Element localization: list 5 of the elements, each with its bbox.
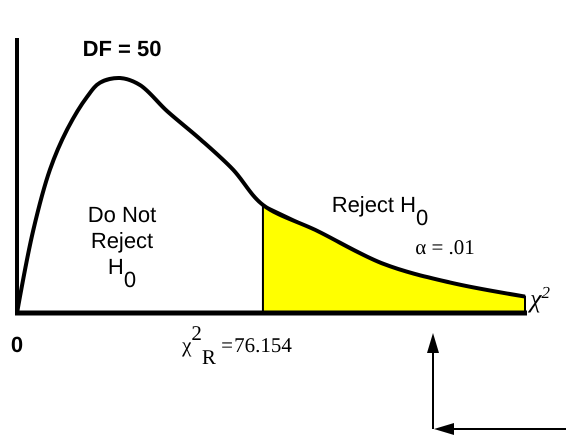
x-tick-label: 0 <box>10 332 24 357</box>
x-tick-label: 76.154 <box>234 333 292 357</box>
chart-title: DF = 50 <box>82 36 162 61</box>
annotation: α = .01 <box>415 235 475 259</box>
x-axis-title: χ$^{2}$ <box>527 282 550 313</box>
